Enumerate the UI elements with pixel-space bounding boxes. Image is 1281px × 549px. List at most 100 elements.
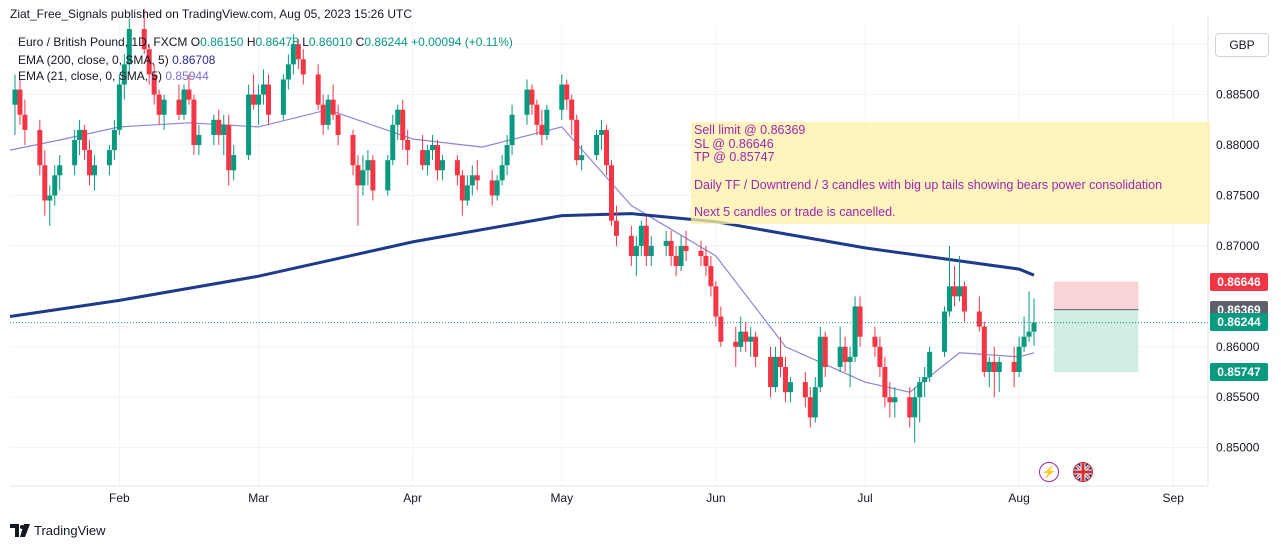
candle bbox=[161, 94, 167, 130]
candle bbox=[599, 119, 605, 151]
candle-body bbox=[390, 124, 396, 161]
candle-body bbox=[146, 49, 152, 75]
candle-body bbox=[295, 44, 301, 60]
uk-flag-icon[interactable] bbox=[1073, 462, 1093, 482]
candle-body bbox=[72, 139, 78, 166]
candle bbox=[638, 220, 644, 256]
candle bbox=[52, 165, 58, 206]
change-value: +0.00094 (+0.11%) bbox=[411, 35, 513, 49]
candle-body bbox=[713, 286, 719, 317]
candle-body bbox=[917, 382, 923, 398]
candle bbox=[564, 79, 570, 110]
candle bbox=[1021, 316, 1027, 352]
candle bbox=[782, 356, 788, 403]
candle-body bbox=[231, 155, 237, 171]
lightning-icon[interactable]: ⚡ bbox=[1039, 462, 1059, 482]
candle bbox=[643, 215, 649, 267]
candle bbox=[320, 94, 326, 135]
candle bbox=[181, 84, 187, 120]
candle bbox=[748, 326, 754, 357]
candle-body bbox=[474, 175, 480, 181]
candle-body bbox=[1026, 331, 1032, 337]
candle-body bbox=[668, 240, 674, 256]
candle bbox=[474, 160, 480, 191]
candle-body bbox=[777, 356, 783, 367]
candle-body bbox=[464, 185, 470, 201]
candle bbox=[494, 175, 500, 201]
candle bbox=[579, 145, 585, 171]
candle-body bbox=[300, 59, 306, 75]
candle bbox=[559, 74, 565, 120]
candle-body bbox=[420, 150, 426, 166]
candle-body bbox=[539, 124, 545, 135]
candle bbox=[17, 79, 23, 125]
candle bbox=[87, 139, 93, 186]
candle-body bbox=[986, 361, 992, 373]
currency-button[interactable]: GBP bbox=[1215, 33, 1269, 57]
note-gap bbox=[694, 165, 1210, 179]
candle-body bbox=[613, 220, 619, 236]
axes: 0.890000.885000.880000.875000.870000.860… bbox=[10, 16, 1260, 505]
candle-body bbox=[857, 306, 863, 337]
symbol-legend: Euro / British Pound, 1D, FXCM O0.86150 … bbox=[18, 35, 513, 49]
ema21-label: EMA (21, close, 0, SMA, 5) bbox=[18, 69, 163, 83]
candle-body bbox=[116, 84, 122, 130]
candle-body bbox=[683, 245, 689, 251]
candle bbox=[837, 326, 843, 373]
candle-body bbox=[22, 114, 28, 130]
candle bbox=[360, 155, 366, 196]
candle bbox=[912, 387, 918, 443]
open-value: 0.86150 bbox=[200, 35, 244, 49]
candle-body bbox=[698, 250, 704, 256]
candle-body bbox=[256, 94, 262, 105]
candle bbox=[37, 119, 43, 176]
candle-body bbox=[817, 336, 823, 388]
candle bbox=[146, 44, 152, 85]
candle-body bbox=[454, 160, 460, 176]
candle-body bbox=[320, 104, 326, 125]
candle bbox=[370, 155, 376, 201]
candle-body bbox=[57, 165, 63, 176]
candle bbox=[817, 326, 823, 393]
candle-body bbox=[981, 326, 987, 373]
candle bbox=[857, 296, 863, 347]
publish-header: Ziat_Free_Signals published on TradingVi… bbox=[10, 7, 413, 21]
candle-body bbox=[469, 175, 475, 186]
candle bbox=[613, 205, 619, 246]
candle-body bbox=[106, 150, 112, 166]
candle bbox=[842, 336, 848, 373]
candle-body bbox=[822, 336, 828, 367]
time-tick-label: Apr bbox=[403, 491, 422, 505]
candle-body bbox=[439, 160, 445, 171]
tradingview-footer[interactable]: TradingView bbox=[10, 523, 106, 538]
candle bbox=[57, 155, 63, 191]
candles bbox=[12, 8, 1037, 443]
candle-body bbox=[842, 346, 848, 362]
candle-body bbox=[221, 124, 227, 135]
candle bbox=[459, 170, 465, 216]
note-line: Sell limit @ 0.86369 bbox=[694, 123, 806, 137]
candle-body bbox=[1021, 336, 1027, 347]
candle bbox=[787, 377, 793, 403]
candle bbox=[285, 54, 291, 90]
candle bbox=[773, 346, 779, 393]
candle-body bbox=[365, 160, 371, 171]
candle-body bbox=[564, 84, 570, 100]
price-tick-label: 0.87500 bbox=[1216, 188, 1260, 202]
candle bbox=[156, 89, 162, 125]
candle bbox=[439, 155, 445, 181]
candle bbox=[703, 245, 709, 277]
candle-body bbox=[37, 129, 43, 166]
candle-body bbox=[405, 139, 411, 151]
price-tick-label: 0.88000 bbox=[1216, 138, 1260, 152]
candle-body bbox=[638, 225, 644, 246]
time-tick-label: Sep bbox=[1163, 491, 1185, 505]
candle bbox=[216, 109, 222, 146]
candle bbox=[663, 230, 669, 256]
trade-note: Sell limit @ 0.86369 SL @ 0.86646 TP @ 0… bbox=[691, 122, 1210, 224]
candle bbox=[738, 316, 744, 352]
candle bbox=[425, 145, 431, 176]
candle-body bbox=[280, 79, 286, 115]
candle-body bbox=[887, 397, 893, 403]
candle bbox=[668, 230, 674, 267]
